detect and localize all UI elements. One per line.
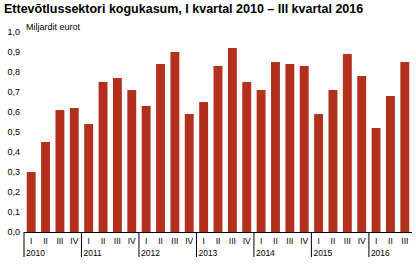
x-tick-label: II	[331, 236, 336, 246]
chart-svg: Ettevõtlussektori kogukasum, I kvartal 2…	[0, 0, 416, 265]
y-tick-label: 0,1	[7, 207, 20, 217]
x-tick-label: II	[43, 236, 48, 246]
group-label: 2016	[371, 248, 390, 258]
bar	[55, 110, 64, 232]
y-tick-label: 0,9	[7, 47, 20, 57]
group-label: 2014	[256, 248, 275, 258]
x-tick-label: I	[317, 236, 319, 246]
bar	[329, 90, 338, 232]
group-separator	[311, 232, 312, 257]
x-axis	[24, 232, 412, 233]
y-tick-label: 0,6	[7, 107, 20, 117]
bar	[41, 142, 50, 232]
group-separator	[24, 232, 25, 257]
y-tick-label: 0,4	[7, 147, 20, 157]
x-tick-label: IV	[358, 236, 366, 246]
bar	[228, 48, 237, 232]
x-tick-label: IV	[70, 236, 78, 246]
x-tick-label: II	[216, 236, 221, 246]
x-tick-label: I	[375, 236, 377, 246]
x-tick-label: II	[273, 236, 278, 246]
x-tick-label: IV	[243, 236, 251, 246]
x-tick-label: IV	[300, 236, 308, 246]
bar	[70, 108, 79, 232]
bar	[170, 52, 179, 232]
bar	[314, 114, 323, 232]
bar	[127, 90, 136, 232]
x-tick-label: II	[388, 236, 393, 246]
bar	[27, 172, 36, 232]
x-tick-label: III	[344, 236, 351, 246]
x-tick-label: III	[114, 236, 121, 246]
group-label: 2012	[141, 248, 160, 258]
y-axis-label: Miljardit eurot	[26, 22, 81, 32]
x-tick-label: I	[260, 236, 262, 246]
group-label: 2011	[83, 248, 102, 258]
y-tick-label: 0,7	[7, 87, 20, 97]
group-separator	[138, 232, 139, 257]
x-tick-label: II	[158, 236, 163, 246]
group-separator	[196, 232, 197, 257]
x-tick-label: III	[229, 236, 236, 246]
bar	[372, 128, 381, 232]
bar	[400, 62, 409, 232]
bar	[285, 64, 294, 232]
x-tick-label: IV	[185, 236, 193, 246]
x-tick-label: III	[56, 236, 63, 246]
bar	[113, 78, 122, 232]
group-label: 2010	[26, 248, 45, 258]
bar	[185, 114, 194, 232]
y-tick-label: 1,0	[7, 27, 20, 37]
group-label: 2013	[198, 248, 217, 258]
y-tick-label: 0,8	[7, 67, 20, 77]
x-tick-label: III	[286, 236, 293, 246]
x-tick-label: III	[401, 236, 408, 246]
bar	[214, 66, 223, 232]
bar	[99, 82, 108, 232]
x-tick-label: I	[202, 236, 204, 246]
bars	[27, 48, 410, 232]
y-tick-label: 0,3	[7, 167, 20, 177]
bar	[357, 76, 366, 232]
group-separator	[253, 232, 254, 257]
bar	[386, 96, 395, 232]
x-tick-label: I	[30, 236, 32, 246]
bar	[84, 124, 93, 232]
y-tick-label: 0,5	[7, 127, 20, 137]
x-tick-label: I	[145, 236, 147, 246]
bar	[257, 90, 266, 232]
bar	[242, 82, 251, 232]
x-tick-label: IV	[128, 236, 136, 246]
group-label: 2015	[313, 248, 332, 258]
title: Ettevõtlussektori kogukasum, I kvartal 2…	[4, 2, 363, 16]
bar	[156, 64, 165, 232]
x-tick-label: II	[101, 236, 106, 246]
bar	[343, 54, 352, 232]
group-separator	[368, 232, 369, 257]
group-separator	[81, 232, 82, 257]
x-tick-label: III	[171, 236, 178, 246]
bar	[300, 66, 309, 232]
bar	[199, 102, 208, 232]
y-tick-label: 0,0	[7, 227, 20, 237]
chart-root: Ettevõtlussektori kogukasum, I kvartal 2…	[0, 0, 416, 265]
bar	[142, 106, 151, 232]
y-tick-label: 0,2	[7, 187, 20, 197]
x-tick-label: I	[87, 236, 89, 246]
bar	[271, 62, 280, 232]
